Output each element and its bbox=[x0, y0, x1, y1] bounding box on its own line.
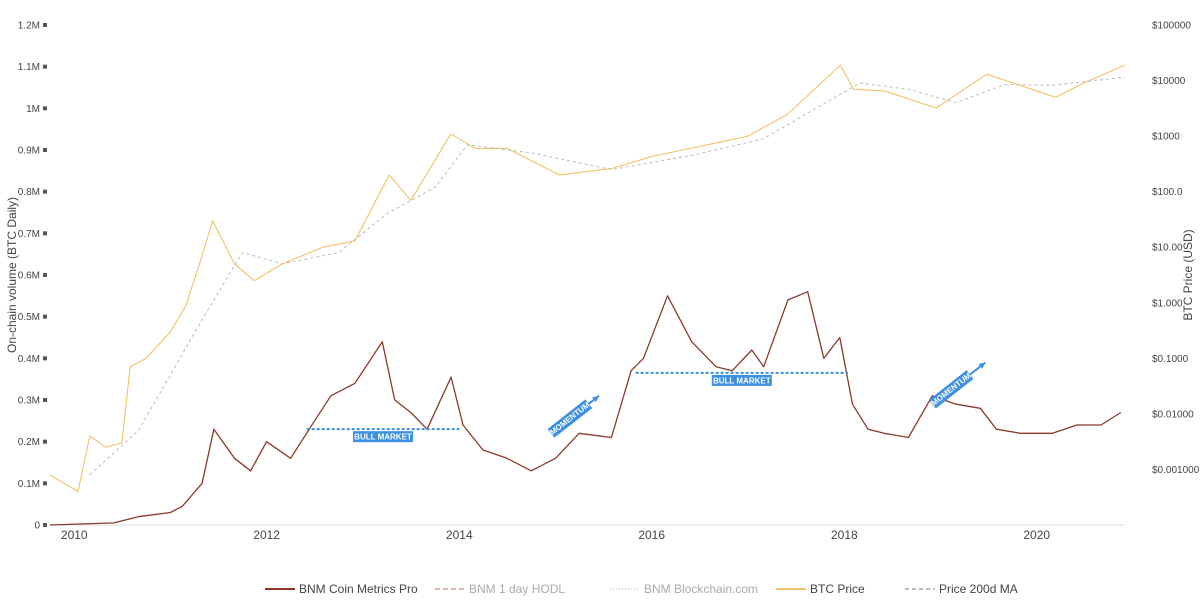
series-line-price-200d-ma bbox=[89, 76, 1125, 476]
x-tick-label: 2018 bbox=[831, 528, 858, 542]
momentum-label: MOMENTUM bbox=[547, 399, 593, 438]
y-left-tick-label: 0.7M bbox=[18, 229, 40, 240]
y-left-tick-label: 0.6M bbox=[18, 271, 40, 282]
y-left-tick-mark bbox=[43, 148, 47, 152]
y-right-tick-label: $1000 bbox=[1152, 132, 1180, 143]
legend-item-bnm-blockchain-com[interactable]: BNM Blockchain.com bbox=[644, 582, 758, 596]
x-tick-label: 2012 bbox=[253, 528, 280, 542]
y-left-tick-mark bbox=[43, 481, 47, 486]
momentum-label-text: MOMENTUM bbox=[548, 400, 592, 437]
y-axis-left-ticks: 0 0.1M 0.2M 0.3M 0.4M 0.5M 0.6M 0.7M 0.8M 0.9M 1M 1… bbox=[18, 21, 47, 532]
y-left-tick-label: 0 bbox=[34, 521, 40, 532]
x-tick-label: 2014 bbox=[446, 528, 473, 542]
momentum-arrow-head bbox=[592, 395, 599, 403]
y-left-tick-mark bbox=[43, 398, 47, 402]
y-left-tick-label: 0.9M bbox=[18, 146, 40, 157]
x-tick-label: 2010 bbox=[61, 528, 88, 542]
y-axis-left-title: On-chain volume (BTC Daily) bbox=[5, 197, 19, 353]
y-left-tick-label: 0.3M bbox=[18, 396, 40, 407]
y-left-tick-mark bbox=[43, 439, 47, 444]
legend-item-bnm-1-day-hodl[interactable]: BNM 1 day HODL bbox=[469, 582, 565, 596]
y-right-tick-label: $0.001000 bbox=[1152, 465, 1200, 476]
y-left-tick-label: 0.4M bbox=[18, 354, 40, 365]
y-left-tick-mark bbox=[43, 23, 47, 27]
series-layer bbox=[49, 64, 1125, 526]
series-line-btc-price bbox=[49, 64, 1125, 493]
x-tick-label: 2016 bbox=[638, 528, 665, 542]
y-left-tick-mark bbox=[43, 273, 47, 277]
y-left-tick-mark bbox=[43, 231, 47, 236]
y-right-tick-label: $10.00 bbox=[1152, 243, 1183, 254]
legend-item-bnm-coin-metrics-pro[interactable]: BNM Coin Metrics Pro bbox=[299, 582, 418, 596]
y-right-tick-label: $0.1000 bbox=[1152, 354, 1189, 365]
y-left-tick-mark bbox=[43, 314, 47, 319]
legend[interactable]: BNM Coin Metrics Pro BNM 1 day HODL BNM Bl… bbox=[265, 582, 1018, 596]
y-right-tick-label: $10000 bbox=[1152, 76, 1186, 87]
x-axis-ticks: 2010 2012 2014 2016 2018 2020 bbox=[61, 528, 1050, 542]
series-line-bnm-coin-metrics-pro bbox=[49, 291, 1122, 526]
y-left-tick-label: 1.1M bbox=[18, 62, 40, 73]
y-right-tick-label: $100000 bbox=[1152, 21, 1191, 32]
y-right-tick-label: $0.01000 bbox=[1152, 409, 1194, 420]
y-left-tick-mark bbox=[43, 64, 47, 69]
y-left-tick-label: 0.2M bbox=[18, 437, 40, 448]
legend-item-price-200d-ma[interactable]: Price 200d MA bbox=[939, 582, 1018, 596]
momentum-label-bg bbox=[928, 370, 974, 409]
y-left-tick-label: 0.5M bbox=[18, 312, 40, 323]
momentum-arrow-head bbox=[978, 362, 986, 369]
y-right-tick-label: $100.0 bbox=[1152, 187, 1183, 198]
bull-market-label-bg bbox=[352, 431, 413, 443]
bull-market-label-bg bbox=[711, 374, 772, 386]
y-left-tick-mark bbox=[43, 189, 47, 194]
y-left-tick-label: 1.2M bbox=[18, 21, 40, 32]
y-axis-right-title: BTC Price (USD) bbox=[1181, 229, 1195, 320]
bull-market-label: BULL MARKET bbox=[713, 376, 771, 385]
momentum-label-bg bbox=[547, 399, 593, 438]
y-left-tick-label: 1M bbox=[26, 104, 40, 115]
y-right-tick-label: $1.000 bbox=[1152, 298, 1183, 309]
bull-market-label: BULL MARKET bbox=[354, 433, 412, 442]
y-left-tick-label: 0.1M bbox=[18, 479, 40, 490]
y-left-tick-mark bbox=[43, 523, 47, 527]
y-left-tick-mark bbox=[43, 106, 47, 111]
y-left-tick-label: 0.8M bbox=[18, 187, 40, 198]
y-left-tick-mark bbox=[43, 356, 47, 361]
legend-item-btc-price[interactable]: BTC Price bbox=[810, 582, 865, 596]
x-tick-label: 2020 bbox=[1023, 528, 1050, 542]
y-axis-right-ticks: $0.001000 $0.01000 $0.1000 $1.000 $10.00 $100… bbox=[1152, 21, 1200, 476]
